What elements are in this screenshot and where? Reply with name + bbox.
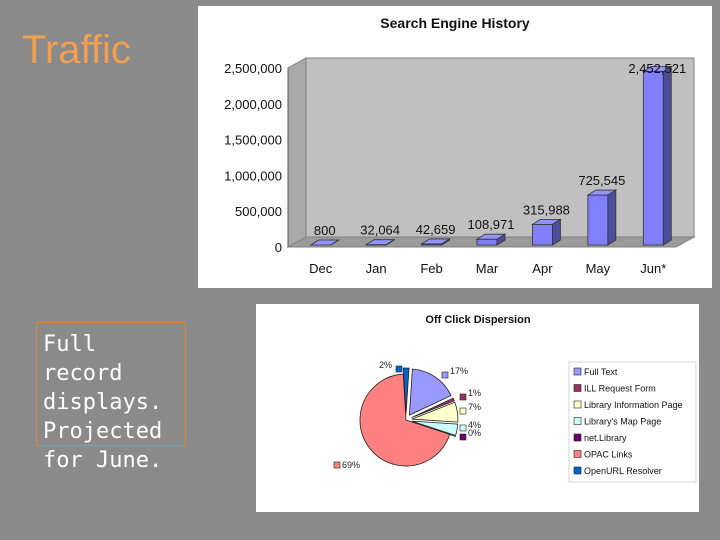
bar-front xyxy=(642,70,664,246)
legend-swatch xyxy=(573,433,582,442)
bar-front xyxy=(476,238,498,246)
pie-slice xyxy=(402,367,410,415)
x-tick-label: Apr xyxy=(532,261,553,276)
legend-label: net.Library xyxy=(584,433,627,443)
legend-swatch xyxy=(573,466,582,475)
legend-label: OPAC Links xyxy=(584,450,633,460)
pie-chart-panel: Off Click Dispersion 17% 1% 7% 4% 0% 69% 2% Ful… xyxy=(256,304,699,512)
bar-side xyxy=(662,65,672,246)
bar-side xyxy=(385,238,395,246)
side-wall xyxy=(287,57,307,248)
bar-chart-panel: Search Engine History 0 500,000 1,000,000 1… xyxy=(198,6,712,288)
bar-front xyxy=(587,194,609,246)
back-wall xyxy=(305,57,695,238)
pie-label-marker xyxy=(333,461,341,469)
pie-plot-area xyxy=(359,367,459,467)
bar-value-label: 2,452,521 xyxy=(628,61,686,76)
bar-value-label: 800 xyxy=(314,223,336,238)
pie-percent-label: 69% xyxy=(342,460,360,470)
pie-slice xyxy=(408,368,452,416)
legend-swatch xyxy=(573,417,582,425)
bar xyxy=(531,218,562,246)
pie-slice xyxy=(359,373,451,467)
legend-label: Full Text xyxy=(584,367,618,377)
pie-slice xyxy=(411,401,459,423)
pie-percent-label: 0% xyxy=(468,428,481,438)
legend-label: Library Information Page xyxy=(584,400,683,410)
y-tick-label: 500,000 xyxy=(235,204,282,219)
legend-box xyxy=(568,361,697,483)
pie-label-marker xyxy=(459,407,467,415)
pie-chart-title: Off Click Dispersion xyxy=(425,314,530,326)
pie-legend: Full Text ILL Request Form Library Informa… xyxy=(568,361,697,483)
legend-swatch xyxy=(573,367,582,376)
bar xyxy=(641,65,673,246)
bar-side xyxy=(496,233,506,246)
pie-label-marker xyxy=(441,371,449,379)
bar-value-label: 315,988 xyxy=(523,202,570,217)
legend-swatch xyxy=(573,450,582,458)
pie-percent-label: 2% xyxy=(379,360,392,370)
legend-label: ILL Request Form xyxy=(584,384,656,394)
bar-chart-title: Search Engine History xyxy=(380,15,530,31)
bar-side xyxy=(441,238,450,246)
pie-label-marker xyxy=(459,424,467,432)
slide-title: Traffic xyxy=(22,28,131,72)
pie-slice xyxy=(411,397,455,419)
y-tick-label: 0 xyxy=(275,240,282,255)
bar-chart: Search Engine History 0 500,000 1,000,000 1… xyxy=(224,15,696,276)
bar xyxy=(309,239,341,246)
bar-top xyxy=(309,239,341,246)
pie-label-marker xyxy=(459,393,467,401)
x-tick-label: Feb xyxy=(420,261,442,276)
pie-label-marker xyxy=(395,365,403,373)
y-tick-label: 2,000,000 xyxy=(224,97,282,112)
x-tick-label: Jan xyxy=(366,261,387,276)
x-tick-label: May xyxy=(586,261,611,276)
note-text: Full record displays. Projected for June… xyxy=(36,322,186,473)
x-tick-label: Dec xyxy=(309,261,333,276)
bar-value-label: 108,971 xyxy=(468,217,515,232)
bar-side xyxy=(552,218,561,246)
bar xyxy=(586,189,618,246)
bar xyxy=(364,238,396,246)
y-tick-label: 1,000,000 xyxy=(224,168,282,183)
legend-label: Library's Map Page xyxy=(584,417,661,427)
pie-percent-label: 1% xyxy=(468,388,481,398)
pie-percent-label: 7% xyxy=(468,402,481,412)
pie-slice xyxy=(411,420,459,436)
y-tick-label: 2,500,000 xyxy=(224,61,282,76)
legend-label: OpenURL Resolver xyxy=(584,466,662,476)
bar-value-label: 42,659 xyxy=(416,222,456,237)
legend-swatch xyxy=(573,400,582,409)
pie-percent-label: 4% xyxy=(468,420,481,430)
pie-percent-label: 17% xyxy=(450,366,468,376)
bar xyxy=(420,238,451,246)
x-tick-label: Jun* xyxy=(640,261,666,276)
y-tick-label: 1,500,000 xyxy=(224,133,282,148)
pie-label-marker xyxy=(459,433,467,441)
bar-value-label: 725,545 xyxy=(578,173,625,188)
bar-front xyxy=(532,223,553,246)
bar xyxy=(475,233,507,246)
pie-chart: Off Click Dispersion 17% 1% 7% 4%0% 69% 2% Ful… xyxy=(333,314,697,483)
bar-side xyxy=(607,189,617,246)
x-tick-label: Mar xyxy=(476,261,499,276)
bar-value-label: 32,064 xyxy=(360,223,400,238)
legend-swatch xyxy=(573,384,582,392)
